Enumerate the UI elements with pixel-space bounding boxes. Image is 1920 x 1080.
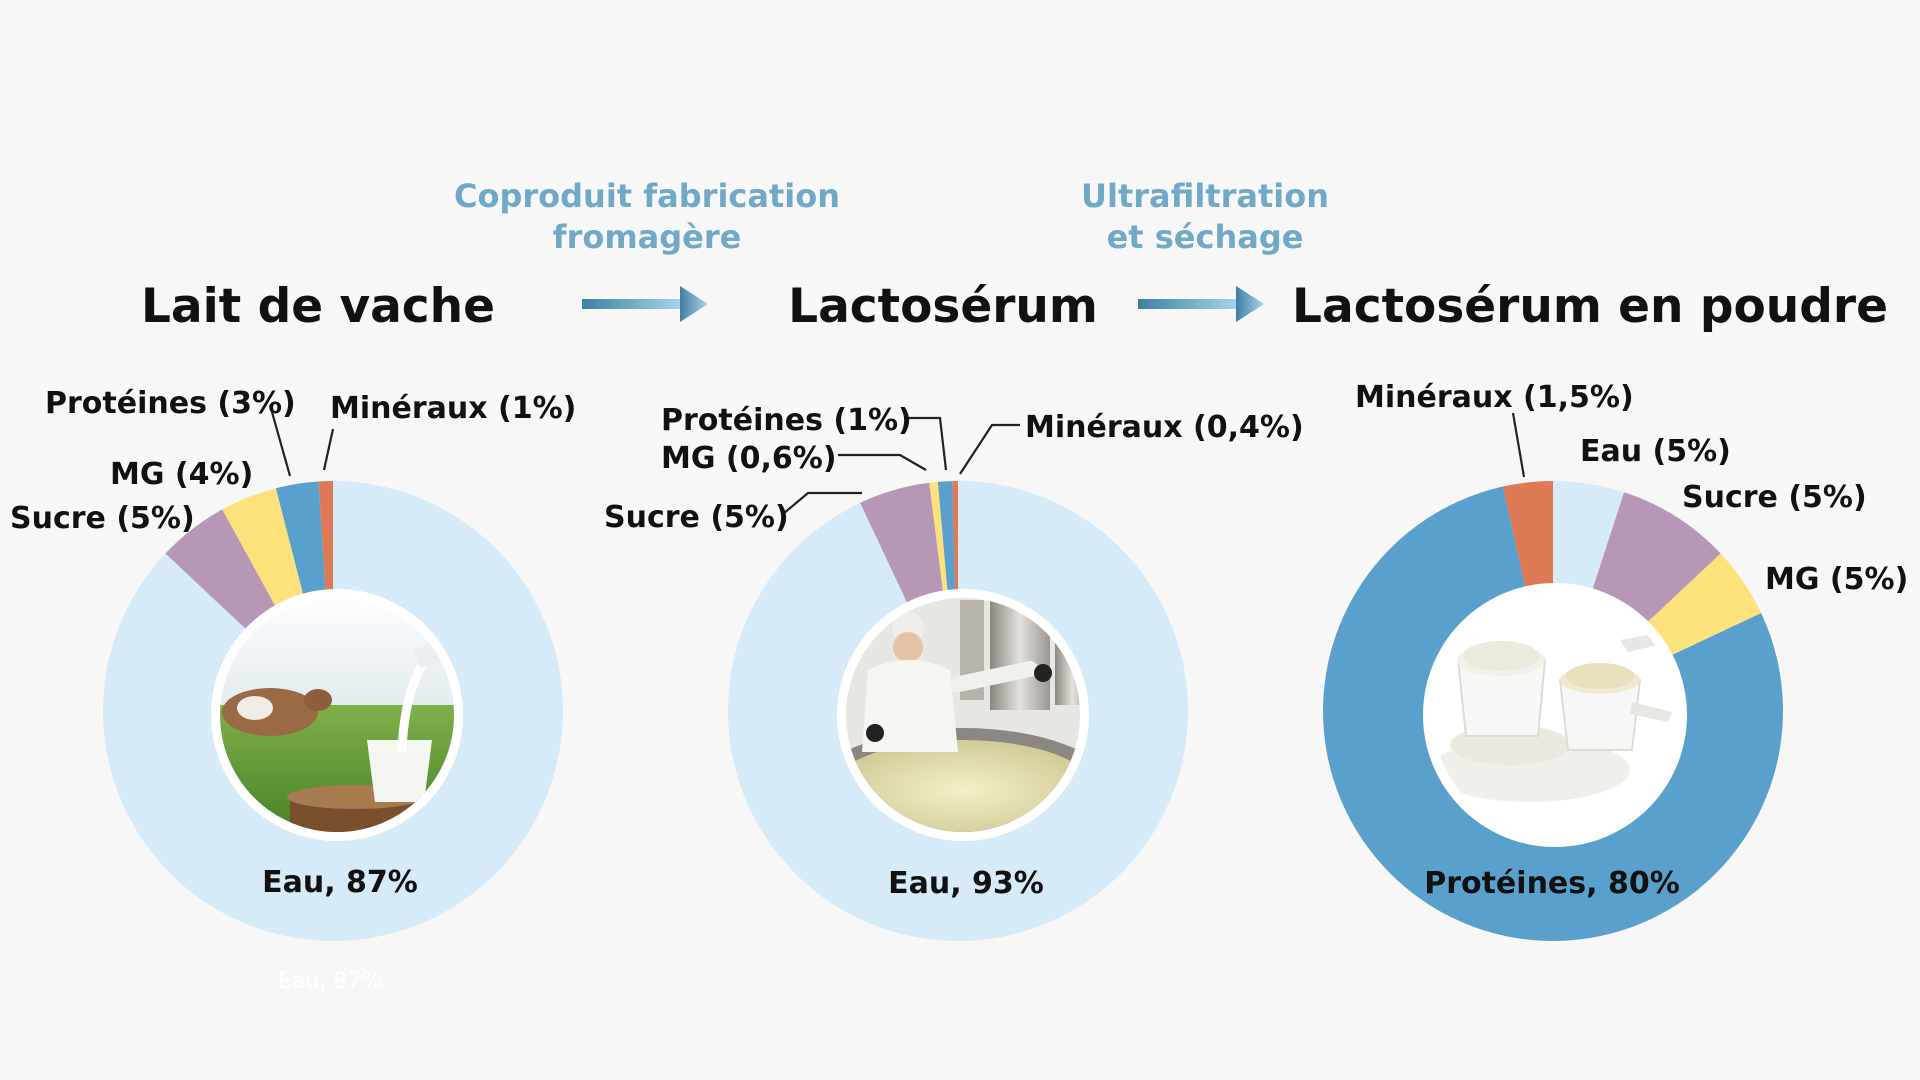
title-lait-de-vache: Lait de vache	[141, 279, 495, 334]
title-lactoserum-en-poudre: Lactosérum en poudre	[1292, 279, 1888, 334]
label-mineraux-lait: Minéraux (1%)	[330, 391, 576, 426]
leader-lines	[268, 404, 1526, 515]
label-sucre-poudre: Sucre (5%)	[1682, 480, 1867, 515]
label-proteines-lait: Protéines (3%)	[45, 386, 296, 421]
process-arrow-2-icon	[1138, 286, 1264, 322]
label-eau-poudre: Eau (5%)	[1580, 434, 1731, 469]
step-1-caption-line2: fromagère	[553, 218, 742, 256]
label-sucre-lait: Sucre (5%)	[10, 501, 195, 536]
label-mg-poudre: MG (5%)	[1765, 562, 1908, 597]
step-1-caption-line1: Coproduit fabrication	[454, 177, 840, 215]
step-2-caption-line1: Ultrafiltration	[1081, 177, 1329, 215]
label-sucre-lactoserum: Sucre (5%)	[604, 500, 789, 535]
label-mg-lactoserum: MG (0,6%)	[661, 441, 837, 476]
cheesemaker-vat-photo	[837, 589, 1089, 841]
label-proteines-lactoserum: Protéines (1%)	[661, 403, 912, 438]
label-mineraux-lactoserum: Minéraux (0,4%)	[1025, 410, 1304, 445]
label-eau-lactoserum: Eau, 93%	[888, 866, 1044, 901]
step-2-caption-line2: et séchage	[1107, 218, 1304, 256]
title-lactoserum: Lactosérum	[788, 279, 1098, 334]
milk-pouring-photo	[211, 589, 463, 841]
label-mg-lait: MG (4%)	[110, 457, 253, 492]
ghost-label-eau-lait: Eau, 87%	[278, 969, 382, 994]
process-arrow-1-icon	[582, 286, 708, 322]
whey-powder-photo	[1423, 583, 1687, 847]
label-mineraux-poudre: Minéraux (1,5%)	[1355, 380, 1634, 415]
label-eau-lait: Eau, 87%	[262, 865, 418, 900]
label-proteines-poudre: Protéines, 80%	[1424, 866, 1680, 901]
